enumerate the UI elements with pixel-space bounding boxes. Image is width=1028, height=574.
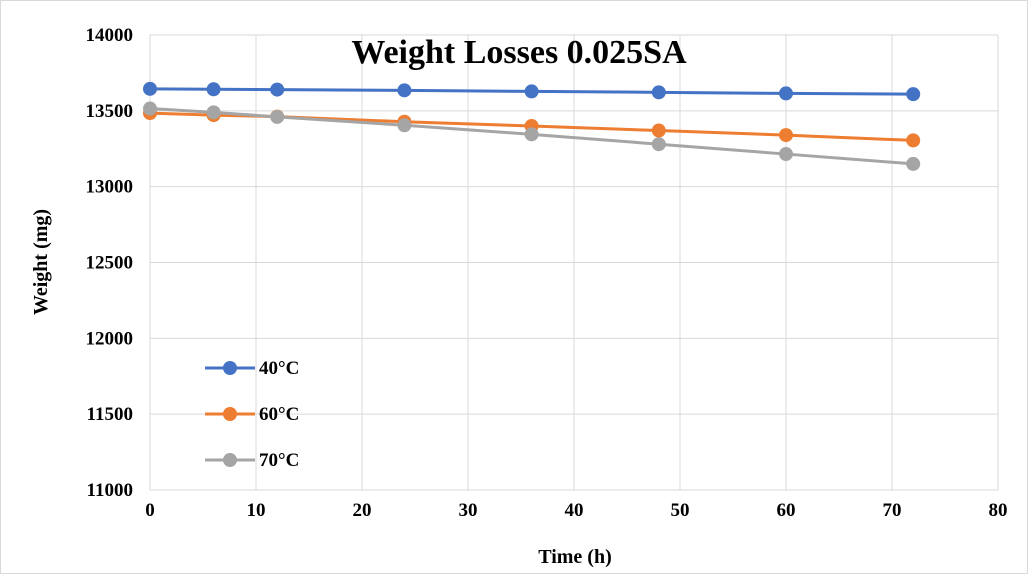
x-tick-label: 80 [989, 500, 1008, 521]
data-point [651, 123, 666, 138]
data-point [397, 83, 412, 98]
y-tick-label: 13000 [86, 177, 134, 198]
x-tick-label: 0 [145, 500, 155, 521]
x-tick-label: 10 [247, 500, 266, 521]
data-point [906, 133, 921, 148]
series-line [149, 87, 914, 96]
y-tick-label: 11500 [87, 404, 133, 425]
legend-label: 40°C [259, 358, 299, 379]
y-axis-label: Weight (mg) [30, 209, 52, 315]
legend-item: 60°C [205, 404, 299, 425]
series-0 [143, 81, 921, 102]
data-point [397, 118, 412, 133]
chart-title: Weight Losses 0.025SA [351, 34, 687, 71]
data-point [206, 105, 221, 120]
data-point [270, 109, 285, 124]
data-point [143, 81, 157, 96]
series-line [149, 111, 914, 142]
y-tick-label: 12000 [86, 328, 134, 349]
y-tick-label: 13500 [86, 101, 134, 122]
legend-item: 40°C [205, 358, 299, 379]
data-point [651, 85, 666, 100]
x-tick-label: 20 [353, 500, 372, 521]
data-point [779, 147, 793, 162]
data-point [270, 82, 285, 97]
x-axis-label: Time (h) [538, 546, 612, 568]
data-point [206, 82, 221, 97]
y-tick-label: 11000 [87, 480, 133, 501]
legend: 40°C 60°C 70°C [205, 358, 299, 471]
x-tick-label: 60 [777, 500, 796, 521]
x-tick-label: 50 [671, 500, 690, 521]
series-2 [143, 101, 921, 171]
legend-label: 60°C [259, 404, 299, 425]
x-tick-label: 40 [565, 500, 584, 521]
tick-labels: 11000 11500 12000 12500 13000 13500 14000 0 10 20… [86, 25, 1008, 521]
data-point [779, 128, 793, 143]
legend-swatch-marker [223, 361, 237, 375]
data-point [524, 84, 539, 99]
legend-label: 70°C [259, 450, 299, 471]
y-tick-label: 14000 [86, 25, 134, 46]
legend-item: 70°C [205, 450, 299, 471]
data-point [524, 127, 539, 142]
data-point [651, 137, 666, 152]
legend-swatch-marker [223, 407, 237, 421]
gridlines [149, 34, 999, 491]
data-point [779, 86, 793, 101]
data-point [906, 87, 921, 102]
y-tick-label: 12500 [86, 253, 134, 274]
x-tick-label: 30 [459, 500, 478, 521]
series-line [149, 107, 914, 166]
series-lines [143, 81, 921, 171]
x-tick-label: 70 [883, 500, 902, 521]
data-point [143, 101, 157, 116]
legend-swatch-marker [223, 453, 237, 467]
data-point [906, 156, 921, 171]
